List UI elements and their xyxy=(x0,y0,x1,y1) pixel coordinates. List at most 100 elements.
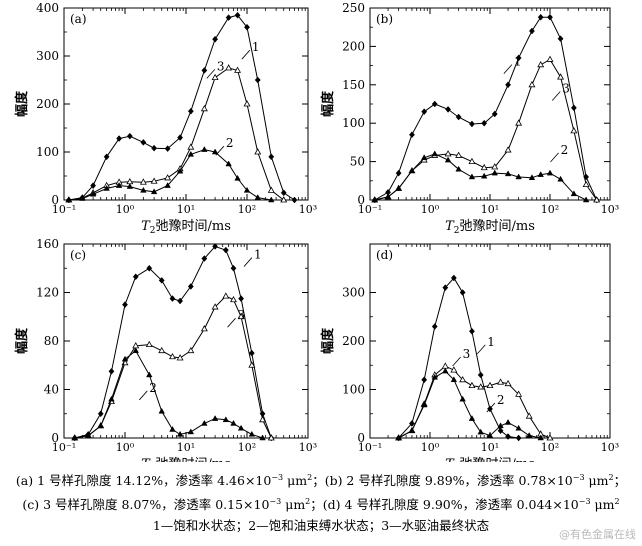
data-point xyxy=(408,167,416,174)
data-point xyxy=(515,54,522,62)
series-3: 3 xyxy=(371,55,601,203)
caption-c-unit: μm xyxy=(281,497,306,513)
series-tag-leader xyxy=(243,257,253,267)
x-tick-label: 10⁰ xyxy=(421,441,440,454)
data-point xyxy=(515,424,522,431)
data-point xyxy=(395,434,402,441)
series-2: 2 xyxy=(71,347,266,441)
data-point xyxy=(259,415,267,423)
y-tick-label: 120 xyxy=(36,286,59,300)
x-tick-label: 10³ xyxy=(299,203,317,216)
data-point xyxy=(481,119,488,127)
series-3: 3 xyxy=(395,347,554,441)
caption-legend: 1—饱和水状态；2—饱和油束缚水状态；3—水驱油最终状态 xyxy=(152,518,490,533)
panel-label: (b) xyxy=(376,12,393,26)
series-tag-label: 3 xyxy=(562,81,570,95)
data-point xyxy=(450,366,458,373)
data-point xyxy=(176,430,184,437)
data-point xyxy=(480,163,488,171)
data-point xyxy=(570,190,578,197)
series-tag-label: 1 xyxy=(254,248,262,262)
data-point xyxy=(222,416,230,423)
data-point xyxy=(486,432,494,438)
data-point xyxy=(445,105,451,113)
y-tick-label: 80 xyxy=(44,334,59,348)
data-point xyxy=(515,119,523,126)
series-tag-label: 1 xyxy=(252,40,260,54)
y-tick-label: 160 xyxy=(36,237,59,251)
data-point xyxy=(582,196,590,203)
data-point xyxy=(497,378,505,385)
data-point xyxy=(212,35,219,43)
data-point xyxy=(132,273,139,281)
y-axis-label: 幅度 xyxy=(14,327,30,354)
data-point xyxy=(169,295,176,302)
data-point xyxy=(480,172,488,179)
data-point xyxy=(176,354,184,361)
watermark: @有色金属在线 xyxy=(559,528,636,541)
series-tag-leader xyxy=(476,344,486,355)
data-point xyxy=(267,186,275,193)
caption-a: (a) 1 号样孔隙度 14.12%，渗透率 4.46×10 xyxy=(15,473,272,489)
x-tick-label: 10² xyxy=(238,203,256,216)
caption-d: (d) 4 号样孔隙度 9.90%，渗透率 0.044×10 xyxy=(322,497,579,513)
series-tag-leader xyxy=(206,69,216,79)
y-tick-label: 100 xyxy=(342,116,365,130)
data-point xyxy=(211,148,219,155)
data-point xyxy=(528,174,536,180)
series-line xyxy=(398,277,519,439)
series-line xyxy=(74,245,272,439)
caption-line-cd: (c) 3 号样孔隙度 8.07%，渗透率 0.15×10−3 μm2；(d) … xyxy=(0,494,642,513)
data-point xyxy=(459,395,466,402)
data-point xyxy=(103,153,110,161)
data-point xyxy=(546,434,554,441)
data-point xyxy=(537,13,544,21)
series-2: 2 xyxy=(395,367,544,441)
data-point xyxy=(150,177,158,184)
data-point xyxy=(497,422,504,429)
caption-c-unit-exp: 2 xyxy=(305,497,311,506)
data-point xyxy=(468,415,476,421)
caption-sep: ； xyxy=(310,497,323,513)
data-point xyxy=(229,295,237,303)
caption-a-unit: μm xyxy=(283,473,308,489)
caption-end: ； xyxy=(613,473,627,489)
data-point xyxy=(248,349,255,357)
data-point xyxy=(89,190,97,197)
y-tick-label: 200 xyxy=(342,39,365,53)
x-tick-label: 10⁻¹ xyxy=(358,203,382,216)
x-tick-label: 10¹ xyxy=(177,441,195,454)
x-tick-label: 10³ xyxy=(299,441,317,454)
data-point xyxy=(146,371,153,378)
caption-d-unit-exp: 2 xyxy=(614,497,620,506)
data-point xyxy=(455,113,462,121)
data-point xyxy=(557,73,565,80)
data-point xyxy=(234,66,242,73)
data-point xyxy=(515,434,522,442)
data-point xyxy=(469,327,475,335)
data-point xyxy=(108,395,115,402)
data-point xyxy=(164,145,171,153)
data-point xyxy=(442,284,449,292)
data-point xyxy=(491,110,498,118)
data-point xyxy=(537,61,545,68)
data-point xyxy=(537,434,544,441)
x-tick-label: 10¹ xyxy=(481,203,499,216)
data-point xyxy=(145,340,153,348)
plot-frame xyxy=(63,7,309,201)
series-tag-leader xyxy=(138,390,148,401)
x-tick-label: 10⁻¹ xyxy=(358,441,382,454)
data-point xyxy=(176,167,184,174)
caption-a-exp: −3 xyxy=(271,473,284,482)
data-point xyxy=(126,132,133,140)
data-point xyxy=(529,27,535,35)
series-tag-label: 2 xyxy=(561,143,569,157)
y-axis-label: 幅度 xyxy=(320,90,336,117)
panel-label: (d) xyxy=(376,248,393,262)
series-1: 1 xyxy=(71,243,275,442)
data-point xyxy=(243,100,251,107)
data-point xyxy=(230,419,237,426)
data-point xyxy=(225,64,233,71)
data-point xyxy=(469,120,475,128)
series-2: 2 xyxy=(371,143,590,203)
